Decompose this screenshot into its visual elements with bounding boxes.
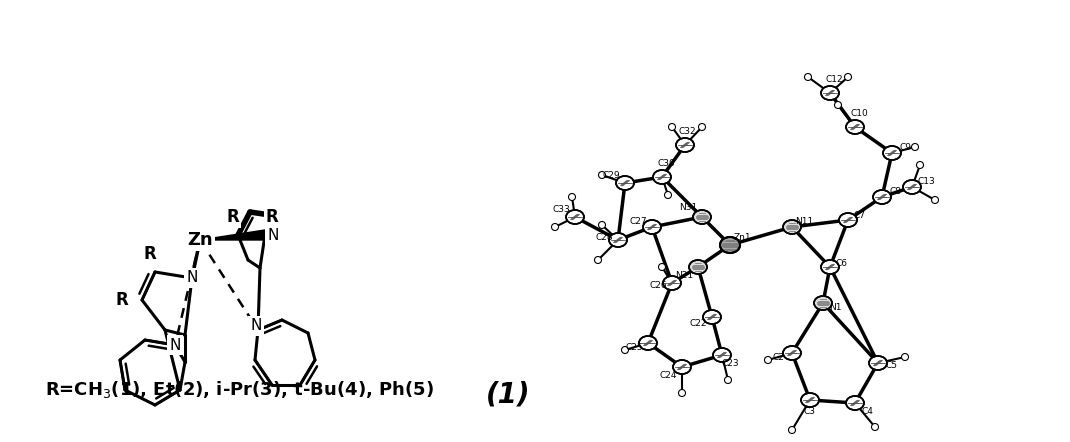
Text: C29: C29: [602, 171, 620, 179]
Text: C24: C24: [659, 370, 676, 380]
Ellipse shape: [703, 310, 721, 324]
Circle shape: [932, 197, 938, 203]
Circle shape: [835, 102, 841, 108]
Circle shape: [917, 161, 923, 168]
Text: C27: C27: [629, 217, 646, 226]
Circle shape: [669, 123, 675, 130]
Text: N: N: [268, 228, 278, 243]
Text: N: N: [169, 338, 181, 353]
Ellipse shape: [616, 176, 635, 190]
Text: (1): (1): [486, 381, 531, 409]
Text: Zn1: Zn1: [733, 232, 751, 241]
Text: C12: C12: [825, 76, 843, 84]
Ellipse shape: [693, 210, 710, 224]
Circle shape: [622, 347, 628, 354]
Text: N: N: [250, 319, 262, 334]
Ellipse shape: [639, 336, 657, 350]
Circle shape: [658, 263, 666, 271]
Text: C9: C9: [900, 144, 912, 152]
Ellipse shape: [720, 237, 740, 253]
Ellipse shape: [673, 360, 691, 374]
Text: R: R: [143, 245, 156, 263]
Ellipse shape: [839, 213, 857, 227]
Text: R=CH$_3$(1), Et(2), i-Pr(3), t-Bu(4), Ph(5): R=CH$_3$(1), Et(2), i-Pr(3), t-Bu(4), Ph…: [45, 380, 434, 400]
Circle shape: [551, 224, 559, 230]
Ellipse shape: [801, 393, 819, 407]
Circle shape: [598, 221, 606, 229]
Ellipse shape: [713, 348, 731, 362]
Text: C7: C7: [854, 210, 866, 220]
Text: C4: C4: [861, 407, 873, 415]
Circle shape: [871, 423, 878, 431]
Text: C25: C25: [625, 343, 643, 353]
Circle shape: [598, 171, 606, 179]
Circle shape: [678, 389, 686, 396]
Text: C8: C8: [890, 187, 902, 197]
Text: R: R: [227, 208, 240, 226]
Text: C3: C3: [804, 408, 816, 416]
Ellipse shape: [846, 120, 863, 134]
Text: N31: N31: [678, 202, 698, 212]
Text: N: N: [186, 271, 198, 286]
Text: C13: C13: [917, 178, 935, 187]
Ellipse shape: [903, 180, 921, 194]
Polygon shape: [200, 230, 265, 240]
Circle shape: [789, 427, 795, 434]
Ellipse shape: [783, 346, 801, 360]
Circle shape: [844, 73, 852, 80]
Circle shape: [664, 191, 672, 198]
Text: C10: C10: [851, 108, 868, 118]
Text: R: R: [265, 208, 278, 226]
Ellipse shape: [609, 233, 627, 247]
Circle shape: [764, 357, 771, 363]
Text: C30: C30: [657, 159, 675, 168]
Circle shape: [724, 377, 732, 384]
Text: N21: N21: [675, 271, 693, 279]
Ellipse shape: [643, 220, 661, 234]
Circle shape: [805, 73, 811, 80]
Circle shape: [595, 256, 601, 263]
Text: C28: C28: [595, 233, 613, 243]
Ellipse shape: [873, 190, 891, 204]
Circle shape: [912, 144, 918, 150]
Circle shape: [902, 354, 908, 361]
Text: C26: C26: [649, 281, 667, 290]
Text: C32: C32: [678, 126, 696, 136]
Ellipse shape: [783, 220, 801, 234]
Circle shape: [699, 123, 705, 130]
Ellipse shape: [846, 396, 863, 410]
Text: C33: C33: [552, 205, 570, 213]
Ellipse shape: [869, 356, 887, 370]
Ellipse shape: [821, 260, 839, 274]
Ellipse shape: [653, 170, 671, 184]
Ellipse shape: [821, 86, 839, 100]
Text: C22: C22: [689, 319, 707, 328]
Ellipse shape: [814, 296, 832, 310]
Text: C2: C2: [773, 354, 784, 362]
Text: C5: C5: [886, 361, 898, 370]
Ellipse shape: [663, 276, 681, 290]
Text: N11: N11: [795, 217, 813, 225]
Ellipse shape: [883, 146, 901, 160]
Text: Zn: Zn: [187, 231, 213, 249]
Text: N1: N1: [829, 302, 841, 312]
Text: R: R: [116, 291, 128, 309]
Circle shape: [568, 194, 576, 201]
Ellipse shape: [689, 260, 707, 274]
Text: C6: C6: [836, 259, 849, 267]
Ellipse shape: [676, 138, 694, 152]
Text: C23: C23: [721, 358, 738, 367]
Ellipse shape: [566, 210, 584, 224]
